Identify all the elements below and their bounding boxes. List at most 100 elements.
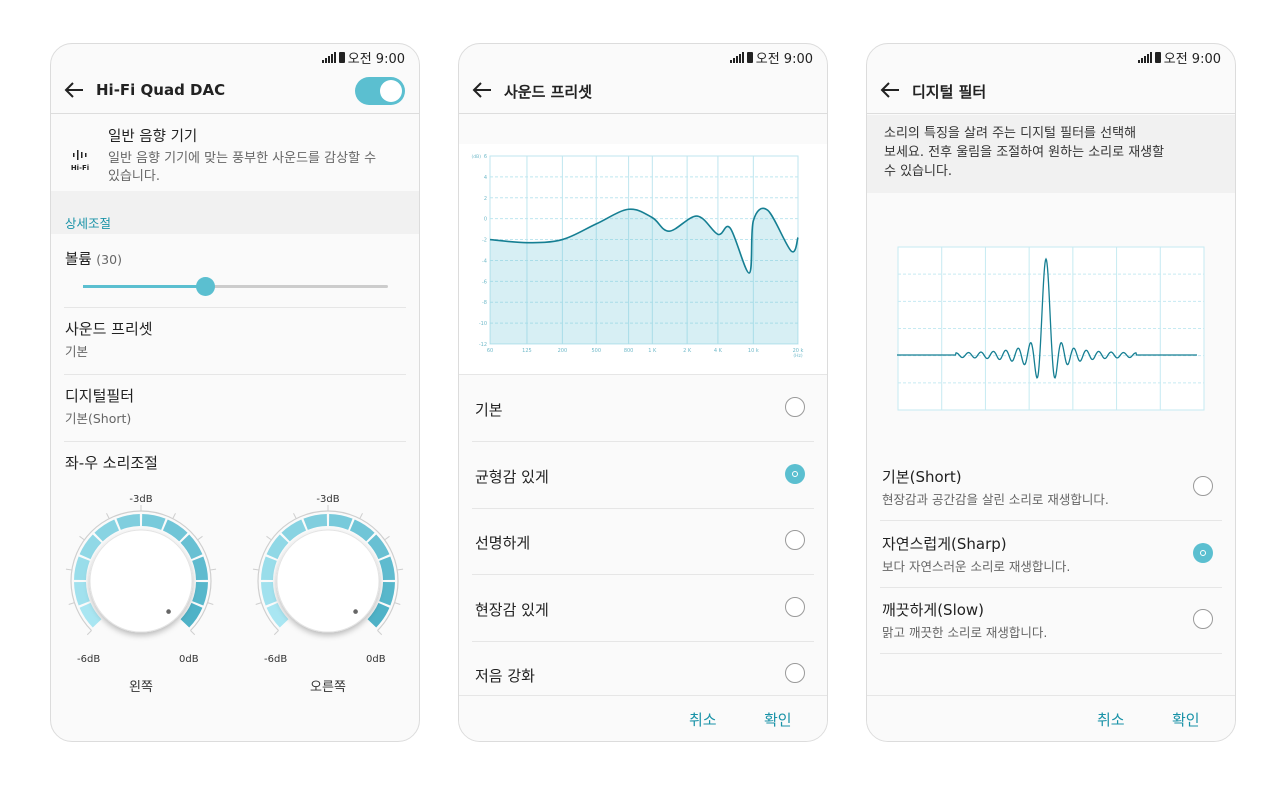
section-title: 상세조절 — [65, 216, 112, 231]
filter-description: 소리의 특징을 살려 주는 디지털 필터를 선택해 보세요. 전후 울림을 조절… — [867, 115, 1235, 193]
volume-slider-thumb[interactable] — [196, 277, 215, 296]
ok-button[interactable]: 확인 — [1172, 711, 1200, 729]
knob-channel-label: 왼쪽 — [129, 680, 153, 695]
filter-option[interactable]: 깨끗하게(Slow) 맑고 깨끗한 소리로 재생합니다. — [867, 587, 1235, 653]
back-arrow-icon[interactable] — [63, 79, 85, 101]
knob-tick — [172, 513, 176, 519]
knob-channel-label: 오른쪽 — [310, 680, 346, 695]
status-time: 오전 9:00 — [1163, 52, 1221, 67]
eq-chart: 6 4 2 0 -2 -4 -6 -8 -10 -12 (dB) 60 125 200 500 800 1 K 2… — [459, 144, 827, 374]
status-bar: 오전 9:00 — [729, 48, 813, 67]
volume-label: 볼륨 (30) — [65, 248, 122, 269]
volume-slider-fill — [83, 285, 205, 288]
y-tick-label: 4 — [484, 175, 487, 181]
chart-background — [459, 144, 827, 374]
knob-segment — [367, 602, 390, 628]
volume-slider[interactable] — [83, 277, 388, 296]
knob-tick — [394, 602, 401, 605]
back-arrow-icon[interactable] — [471, 79, 493, 101]
knob-tick — [255, 602, 262, 605]
hifi-icon-label: Hi-Fi — [70, 164, 90, 172]
page-title: 사운드 프리셋 — [504, 83, 593, 101]
preset-option[interactable]: 기본 — [459, 375, 827, 441]
signal-icon — [1137, 52, 1152, 63]
y-tick-label: 0 — [484, 217, 487, 223]
knob-min-label: -6dB — [77, 654, 101, 665]
knob-dial[interactable] — [248, 489, 408, 664]
eq-curve — [489, 207, 799, 274]
app-header: 사운드 프리셋 — [459, 69, 827, 114]
filter-option-desc: 맑고 깨끗한 소리로 재생합니다. — [882, 625, 1048, 640]
hifi-dac-toggle[interactable] — [355, 77, 405, 105]
knob-indicator-dot — [166, 609, 171, 614]
x-tick-label: 4 K — [714, 348, 723, 354]
cancel-button[interactable]: 취소 — [1097, 711, 1125, 729]
radio-button[interactable] — [785, 463, 805, 484]
knob-segment — [261, 556, 277, 581]
preset-option-label: 저음 강화 — [475, 667, 535, 685]
preset-option[interactable]: 현장감 있게 — [459, 575, 827, 641]
knob-segment — [266, 534, 289, 560]
dialog-footer: 취소 확인 — [459, 695, 827, 741]
knob-tick — [68, 602, 75, 605]
knob-segment — [79, 602, 102, 628]
filter-option-label: 자연스럽게(Sharp) — [882, 534, 1007, 553]
knob-segment — [116, 514, 141, 530]
knob-indicator-dot — [353, 609, 358, 614]
x-tick-label: 1 K — [648, 348, 657, 354]
mode-title: 일반 음향 기기 — [108, 129, 198, 145]
cancel-button[interactable]: 취소 — [689, 711, 717, 729]
signal-icon — [321, 52, 336, 63]
ok-button[interactable]: 확인 — [764, 711, 792, 729]
hifi-icon: Hi-Fi — [69, 145, 91, 172]
knob-dial[interactable] — [61, 489, 221, 664]
app-header: Hi-Fi Quad DAC — [51, 69, 419, 114]
knob-tick — [397, 568, 404, 571]
radio-button[interactable] — [785, 530, 805, 550]
page-title: 디지털 필터 — [912, 83, 987, 101]
preset-option[interactable]: 선명하게 — [459, 508, 827, 574]
battery-icon — [746, 52, 753, 63]
knob-face — [276, 529, 380, 633]
knob-segment — [74, 556, 90, 581]
mode-item[interactable]: Hi-Fi 일반 음향 기기 일반 음향 기기에 맞는 풍부한 사운드를 감상할… — [51, 115, 419, 191]
filter-option[interactable]: 기본(Short) 현장감과 공간감을 살린 소리로 재생합니다. — [867, 454, 1235, 520]
preset-option[interactable]: 균형감 있게 — [459, 442, 827, 508]
knob-segment — [180, 602, 203, 628]
back-arrow-icon[interactable] — [879, 79, 901, 101]
digital-filter-item[interactable]: 디지털필터 기본(Short) — [51, 375, 419, 441]
knob-segment — [367, 534, 390, 560]
radio-button[interactable] — [1193, 609, 1213, 629]
x-tick-label: 20 k — [793, 348, 804, 354]
divider — [472, 507, 814, 509]
filter-option[interactable]: 자연스럽게(Sharp) 보다 자연스러운 소리로 재생합니다. — [867, 521, 1235, 587]
status-time: 오전 9:00 — [347, 52, 405, 67]
y-unit-label: (dB) — [472, 154, 482, 160]
signal-icon — [729, 52, 744, 63]
mode-desc-1: 일반 음향 기기에 맞는 풍부한 사운드를 감상할 수 — [108, 151, 377, 166]
knob-segment — [79, 534, 102, 560]
balance-knob-right[interactable]: -3dB -6dB 0dB 오른쪽 — [248, 489, 408, 699]
x-tick-label: 60 — [487, 348, 493, 354]
preset-option[interactable]: 저음 강화 — [459, 641, 827, 707]
mode-desc-2: 있습니다. — [108, 169, 160, 184]
sound-preset-item[interactable]: 사운드 프리셋 기본 — [51, 308, 419, 374]
filter-option-label: 기본(Short) — [882, 468, 962, 486]
knob-segment — [349, 519, 375, 542]
filter-option-desc: 현장감과 공간감을 살린 소리로 재생합니다. — [882, 492, 1109, 507]
radio-button[interactable] — [785, 663, 805, 683]
radio-button[interactable] — [1193, 542, 1213, 563]
radio-button[interactable] — [785, 397, 805, 417]
y-tick-label: -6 — [482, 279, 487, 285]
radio-button[interactable] — [1193, 476, 1213, 496]
preset-option-label: 기본 — [475, 401, 503, 419]
balance-label: 좌-우 소리조절 — [65, 454, 158, 472]
desc-line: 보세요. 전후 울림을 조절하여 원하는 소리로 재생할 — [884, 145, 1165, 160]
screen-digital-filter: 오전 9:00 디지털 필터 소리의 특징을 살려 주는 디지털 필터를 선택해… — [866, 43, 1236, 742]
y-tick-label: -8 — [482, 300, 487, 306]
knob-segment — [192, 581, 208, 606]
balance-knob-left[interactable]: -3dB -6dB 0dB 왼쪽 — [61, 489, 221, 699]
radio-button[interactable] — [785, 596, 805, 617]
x-tick-label: 500 — [591, 348, 601, 354]
divider — [472, 640, 814, 642]
